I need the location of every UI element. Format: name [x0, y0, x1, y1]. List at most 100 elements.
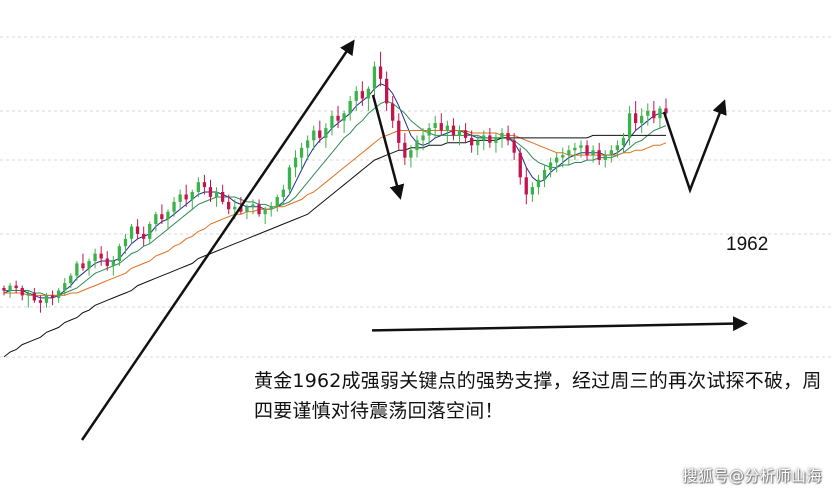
candle-body — [433, 123, 437, 128]
candles — [2, 51, 668, 313]
candle-body — [202, 182, 207, 188]
candle — [451, 118, 456, 141]
candle-body — [135, 226, 140, 234]
candle-body — [196, 182, 200, 192]
candle-body — [69, 275, 73, 284]
candle — [105, 251, 109, 271]
trend-drawings — [80, 39, 748, 441]
candle-body — [451, 125, 456, 136]
candle — [117, 243, 121, 266]
candle — [463, 123, 468, 143]
candle-body — [615, 145, 619, 151]
candle — [32, 288, 36, 303]
candle — [299, 142, 304, 170]
candle — [567, 145, 571, 165]
candle — [87, 258, 91, 276]
candle-body — [166, 211, 170, 220]
candle-body — [536, 179, 541, 188]
candle — [640, 108, 644, 133]
candle-body — [512, 140, 516, 153]
candle-body — [269, 206, 273, 210]
candle — [135, 219, 140, 239]
projection-path-arrow — [662, 99, 727, 194]
candle-body — [142, 233, 146, 239]
candle-body — [463, 130, 468, 138]
candle-body — [111, 261, 115, 266]
candle-body — [8, 285, 12, 291]
candle-body — [26, 293, 30, 296]
candle-body — [391, 103, 395, 121]
candle — [166, 209, 170, 229]
candle — [293, 150, 298, 178]
candle-body — [500, 133, 504, 138]
candle-body — [567, 150, 571, 156]
candle — [445, 120, 449, 143]
candle-body — [342, 113, 346, 121]
candle — [372, 61, 377, 97]
candle-body — [75, 263, 79, 276]
candle-body — [287, 167, 292, 190]
candle — [196, 177, 200, 197]
candle — [585, 140, 589, 161]
candle — [476, 135, 480, 156]
candle-body — [403, 142, 407, 158]
candle — [427, 123, 431, 146]
candle — [263, 206, 267, 225]
candle — [579, 140, 583, 158]
candle — [160, 204, 164, 225]
candle — [306, 135, 310, 161]
candle-body — [184, 194, 188, 200]
candle-body — [20, 288, 24, 296]
candle-body — [561, 155, 565, 158]
candle-body — [38, 300, 43, 303]
candle — [421, 128, 425, 151]
candle-body — [263, 209, 267, 215]
candle-body — [93, 253, 97, 261]
candle — [312, 125, 316, 151]
candle — [123, 233, 128, 254]
candle — [69, 273, 73, 289]
candle — [591, 145, 595, 163]
candle — [251, 199, 255, 215]
candle-body — [524, 177, 528, 195]
candle — [214, 187, 219, 207]
candle — [14, 280, 18, 293]
moving-average-line — [4, 130, 667, 296]
candle-body — [621, 137, 626, 146]
candle — [652, 100, 656, 124]
uptrend-arrow — [80, 39, 355, 441]
candle-body — [123, 238, 128, 247]
candle — [482, 130, 486, 151]
candle-body — [299, 147, 304, 158]
candle — [221, 184, 225, 205]
candle — [269, 201, 273, 217]
candle-body — [87, 261, 91, 269]
candle — [81, 253, 85, 271]
candle — [433, 115, 437, 138]
candle — [202, 174, 207, 195]
grid — [0, 36, 832, 358]
candle — [245, 204, 249, 220]
candle-body — [190, 192, 194, 200]
candle-body — [409, 150, 413, 158]
candle-body — [214, 192, 219, 197]
candle-body — [44, 295, 49, 303]
candle — [385, 71, 389, 111]
candle — [530, 182, 534, 202]
candle-body — [634, 113, 638, 124]
candle-body — [306, 140, 310, 148]
candle — [603, 150, 607, 168]
candle-body — [609, 150, 613, 156]
candle-body — [573, 147, 577, 151]
moving-average-line — [3, 134, 666, 358]
candle-body — [178, 194, 182, 202]
candle-body — [548, 162, 553, 170]
candle — [548, 157, 553, 178]
candle — [57, 288, 61, 303]
candle — [409, 145, 413, 168]
candle — [324, 123, 328, 148]
candle-body — [239, 206, 243, 212]
candle-body — [354, 91, 358, 101]
